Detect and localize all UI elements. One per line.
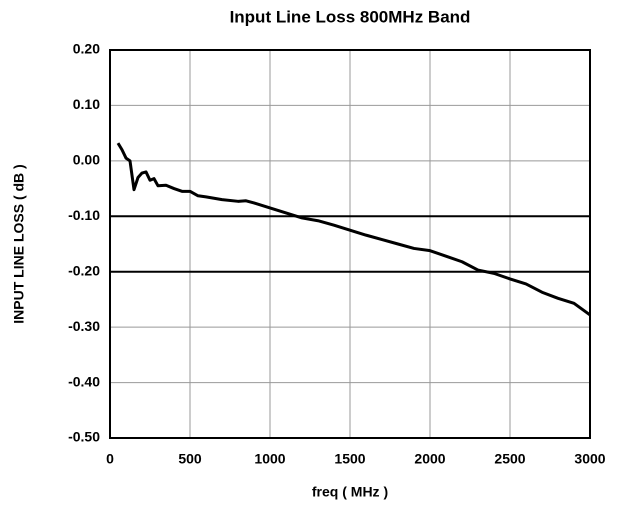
y-tick-label: 0.00	[73, 152, 100, 168]
x-tick-label: 3000	[574, 451, 605, 467]
x-tick-label: 500	[178, 451, 202, 467]
y-tick-label: -0.20	[68, 262, 100, 278]
y-tick-label: 0.20	[73, 41, 100, 57]
plot-frame	[109, 49, 591, 439]
y-tick-label: -0.30	[68, 318, 100, 334]
x-tick-label: 1500	[334, 451, 365, 467]
x-axis-label: freq ( MHz )	[312, 484, 388, 500]
chart-title: Input Line Loss 800MHz Band	[230, 7, 471, 26]
x-tick-label: 0	[106, 451, 114, 467]
y-tick-label: -0.40	[68, 373, 100, 389]
x-tick-label: 1000	[254, 451, 285, 467]
y-axis-label: INPUT LINE LOSS ( dB )	[11, 164, 27, 323]
x-tick-label: 2500	[494, 451, 525, 467]
data-line	[116, 142, 591, 317]
x-tick-label: 2000	[414, 451, 445, 467]
y-tick-label: -0.50	[68, 429, 100, 445]
y-tick-label: 0.10	[73, 96, 100, 112]
y-tick-label: -0.10	[68, 207, 100, 223]
